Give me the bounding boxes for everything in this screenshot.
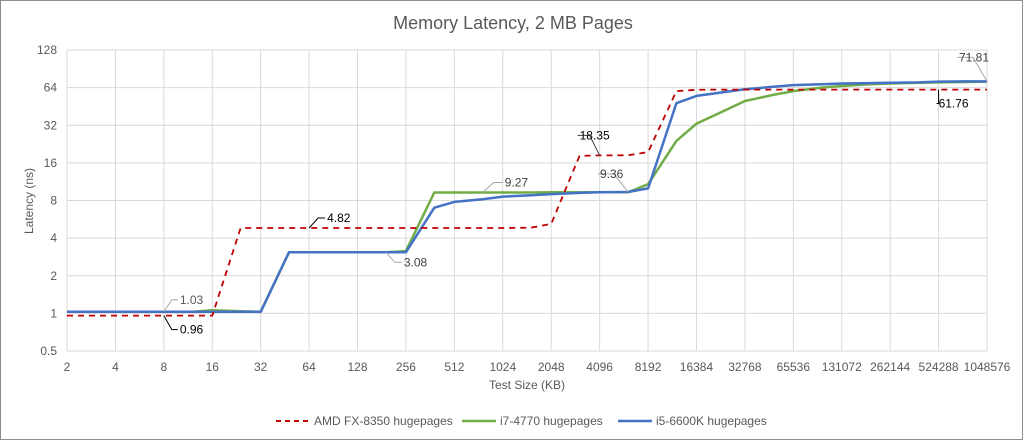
- legend-item-amd[interactable]: AMD FX-8350 hugepages: [276, 414, 453, 428]
- x-tick-label: 512: [444, 360, 464, 374]
- y-tick-label: 1: [50, 306, 57, 320]
- x-tick-label: 32: [254, 360, 268, 374]
- x-tick-label: 32768: [728, 360, 762, 374]
- leader-line: [385, 251, 402, 263]
- data-label: 18.35: [580, 128, 610, 142]
- series-line: [67, 88, 987, 317]
- x-tick-label: 256: [396, 360, 416, 374]
- data-label: 0.96: [180, 323, 204, 337]
- leader-line: [163, 299, 178, 313]
- chart-title: Memory Latency, 2 MB Pages: [393, 13, 633, 33]
- leader-line: [482, 182, 503, 193]
- y-tick-label: 128: [37, 43, 57, 57]
- x-tick-label: 16: [206, 360, 220, 374]
- data-label: 3.08: [404, 255, 428, 269]
- x-tick-label: 8192: [635, 360, 662, 374]
- data-label: 9.36: [600, 167, 624, 181]
- x-tick-label: 65536: [777, 360, 811, 374]
- y-tick-label: 64: [44, 81, 58, 95]
- data-label: 4.82: [327, 211, 351, 225]
- x-tick-label: 4: [112, 360, 119, 374]
- x-axis-title: Test Size (KB): [489, 378, 565, 392]
- x-tick-label: 128: [348, 360, 368, 374]
- leader-line: [936, 89, 940, 105]
- gridlines: [66, 49, 988, 352]
- legend-label: i7-4770 hugepages: [500, 414, 603, 428]
- leader-line: [308, 217, 326, 229]
- x-tick-label: 8: [160, 360, 167, 374]
- x-tick-label: 4096: [586, 360, 613, 374]
- data-labels: 1.03 0.96 4.82 3.08 9.27 18.35 9.36 71.81 61.76: [163, 50, 989, 337]
- y-tick-label: 8: [50, 194, 57, 208]
- y-tick-label: 2: [50, 269, 57, 283]
- leader-line: [163, 315, 178, 331]
- x-tick-label: 131072: [822, 360, 862, 374]
- x-tick-label: 2: [64, 360, 71, 374]
- x-axis-ticks: 2 4 8 16 32 64 128 256 512 1024 2048 4096 8192 16384 3…: [64, 360, 1011, 374]
- series-lines: [67, 80, 988, 317]
- y-axis-ticks: 0.5 1 2 4 8 16 32 64 128: [37, 43, 57, 358]
- y-tick-label: 32: [44, 118, 58, 132]
- leader-line: [957, 56, 988, 82]
- legend-label: i5-6600K hugepages: [656, 414, 767, 428]
- leader-line: [597, 173, 629, 193]
- x-tick-label: 524288: [919, 360, 959, 374]
- x-tick-label: 1048576: [964, 360, 1011, 374]
- data-label: 1.03: [180, 293, 204, 307]
- x-tick-label: 1024: [489, 360, 516, 374]
- data-label: 61.76: [939, 97, 969, 111]
- y-tick-label: 16: [44, 156, 58, 170]
- y-axis-title: Latency (ns): [22, 168, 36, 234]
- y-tick-label: 4: [50, 231, 57, 245]
- data-label: 9.27: [505, 176, 529, 190]
- x-tick-label: 16384: [680, 360, 714, 374]
- series-line: [67, 80, 987, 314]
- x-tick-label: 2048: [538, 360, 565, 374]
- legend: AMD FX-8350 hugepages i7-4770 hugepages …: [276, 414, 767, 428]
- x-tick-label: 64: [302, 360, 316, 374]
- x-tick-label: 262144: [870, 360, 910, 374]
- y-tick-label: 0.5: [40, 344, 57, 358]
- data-label: 71.81: [959, 50, 989, 64]
- legend-item-i5[interactable]: i5-6600K hugepages: [618, 414, 767, 428]
- legend-label: AMD FX-8350 hugepages: [314, 414, 453, 428]
- leader-line: [577, 134, 601, 156]
- series-line: [67, 80, 988, 314]
- legend-item-i7[interactable]: i7-4770 hugepages: [462, 414, 603, 428]
